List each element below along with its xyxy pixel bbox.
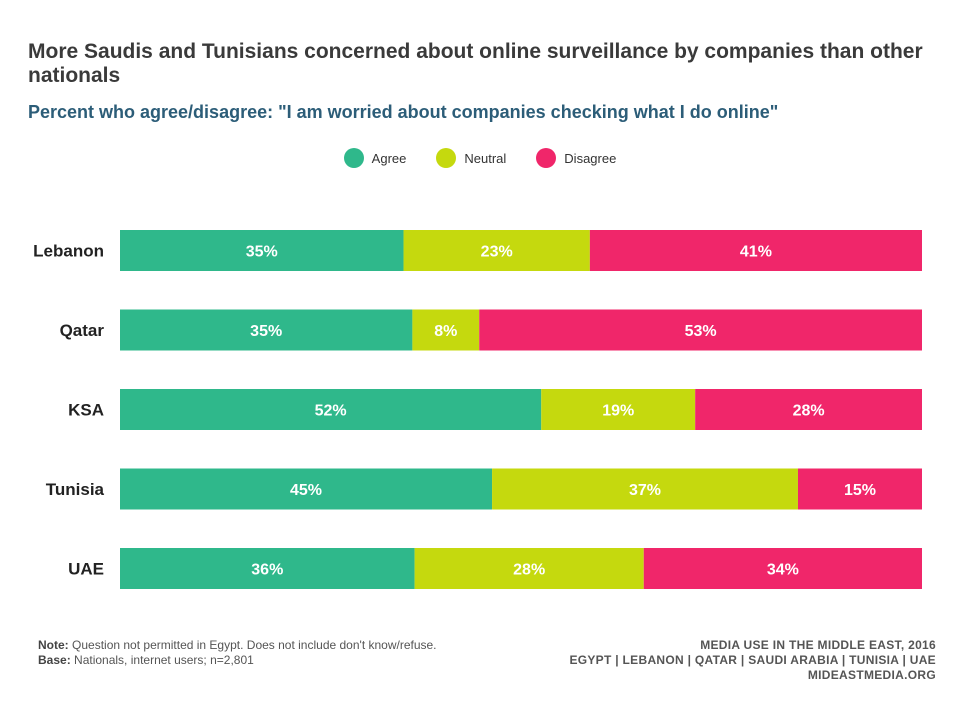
- note-label: Note:: [38, 638, 69, 652]
- bar-neutral-uae: [414, 548, 644, 589]
- bar-neutral-ksa: [541, 389, 696, 430]
- note-line: Note: Question not permitted in Egypt. D…: [38, 638, 478, 653]
- bar-agree-tunisia: [120, 468, 493, 510]
- bar-agree-uae: [120, 548, 415, 589]
- legend: Agree Neutral Disagree: [0, 148, 960, 168]
- category-label-ksa: KSA: [68, 401, 104, 420]
- stacked-bar-chart: Lebanon 35% 23% 41% Qatar 35% 8% 53% KSA 52% 19% 28…: [33, 230, 922, 589]
- data-label-disagree-qatar: 53%: [685, 323, 717, 340]
- bar-disagree-ksa: [695, 389, 922, 430]
- data-label-agree-qatar: 35%: [250, 323, 282, 340]
- chart-title: More Saudis and Tunisians concerned abou…: [28, 40, 923, 87]
- base-label: Base:: [38, 653, 71, 667]
- bar-neutral-lebanon: [403, 230, 590, 271]
- bar-neutral-qatar: [412, 309, 480, 351]
- footer-source: MEDIA USE IN THE MIDDLE EAST, 2016 EGYPT…: [569, 638, 936, 683]
- data-label-neutral-tunisia: 37%: [629, 482, 661, 499]
- source-line-3: MIDEASTMEDIA.ORG: [807, 668, 936, 682]
- bar-disagree-qatar: [479, 309, 922, 351]
- legend-item-neutral: Neutral: [436, 148, 506, 168]
- chart-subtitle: Percent who agree/disagree: "I am worrie…: [28, 102, 779, 122]
- data-label-agree-lebanon: 35%: [246, 244, 278, 261]
- bar-agree-lebanon: [120, 230, 404, 271]
- data-label-agree-ksa: 52%: [315, 403, 347, 420]
- legend-item-agree: Agree: [343, 148, 407, 168]
- legend-label-neutral: Neutral: [464, 150, 507, 166]
- legend-label-disagree: Disagree: [564, 150, 617, 166]
- data-label-agree-tunisia: 45%: [290, 482, 322, 499]
- legend-swatch-disagree: [536, 148, 557, 168]
- data-label-neutral-uae: 28%: [513, 562, 545, 579]
- data-label-neutral-ksa: 19%: [602, 403, 634, 420]
- data-label-disagree-ksa: 28%: [793, 403, 825, 420]
- legend-item-disagree: Disagree: [536, 148, 616, 168]
- category-label-qatar: Qatar: [60, 321, 105, 340]
- data-label-neutral-qatar: 8%: [434, 323, 457, 340]
- source-line-2: EGYPT | LEBANON | QATAR | SAUDI ARABIA |…: [569, 653, 936, 667]
- category-label-uae: UAE: [68, 560, 104, 579]
- footer-notes: Note: Question not permitted in Egypt. D…: [38, 638, 478, 668]
- bar-agree-ksa: [120, 389, 542, 430]
- data-label-disagree-uae: 34%: [767, 562, 799, 579]
- bar-disagree-uae: [643, 548, 922, 589]
- note-text: Question not permitted in Egypt. Does no…: [72, 638, 437, 652]
- source-line-1: MEDIA USE IN THE MIDDLE EAST, 2016: [700, 638, 936, 652]
- data-label-agree-uae: 36%: [251, 562, 283, 579]
- bar-disagree-lebanon: [589, 230, 922, 271]
- base-text: Nationals, internet users; n=2,801: [74, 653, 254, 667]
- legend-swatch-agree: [343, 148, 364, 168]
- bar-agree-qatar: [120, 309, 413, 351]
- base-line: Base: Nationals, internet users; n=2,801: [38, 653, 478, 668]
- data-label-disagree-lebanon: 41%: [740, 244, 772, 261]
- legend-swatch-neutral: [436, 148, 457, 168]
- bar-neutral-tunisia: [492, 468, 798, 510]
- category-label-lebanon: Lebanon: [33, 242, 104, 261]
- legend-label-agree: Agree: [371, 150, 407, 166]
- category-label-tunisia: Tunisia: [46, 480, 105, 499]
- data-label-disagree-tunisia: 15%: [844, 482, 876, 499]
- bar-disagree-tunisia: [797, 468, 922, 510]
- data-label-neutral-lebanon: 23%: [481, 244, 513, 261]
